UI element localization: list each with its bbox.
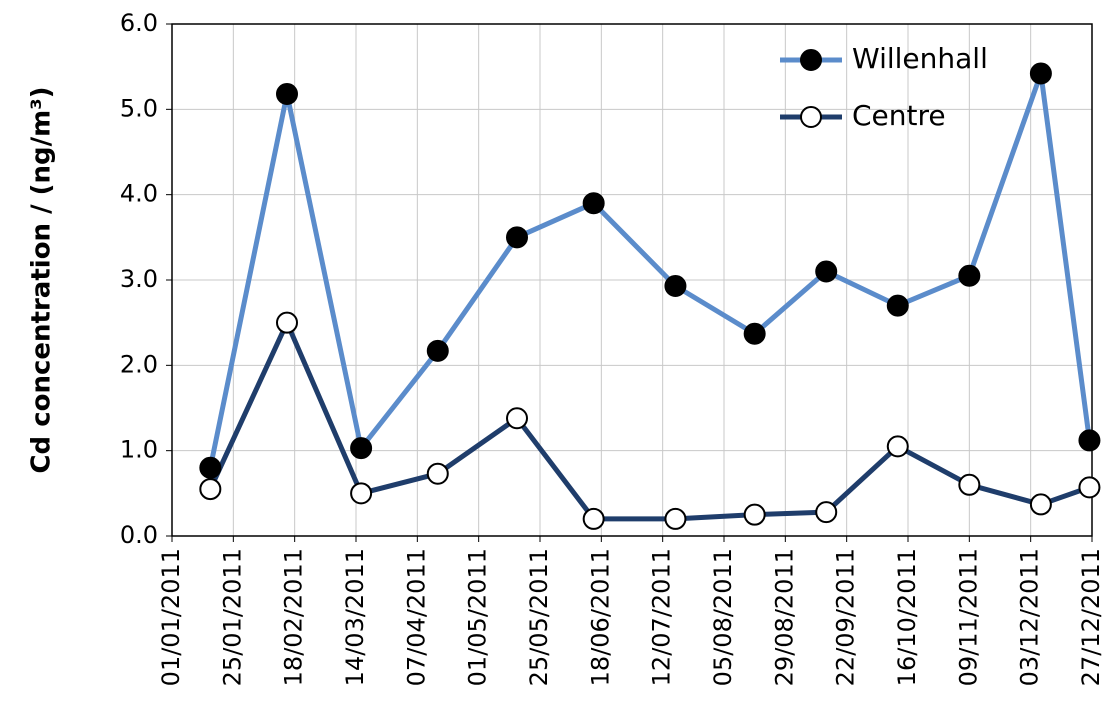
- data-point: [506, 226, 528, 249]
- x-tick-label: 05/08/2011: [709, 548, 737, 686]
- data-point: [664, 274, 687, 297]
- x-tick-label: 01/05/2011: [464, 548, 492, 686]
- y-tick-label: 6.0: [120, 9, 158, 37]
- x-tick-label: 16/10/2011: [893, 548, 921, 686]
- legend-label: Centre: [852, 99, 946, 132]
- data-point: [582, 192, 605, 215]
- data-point: [276, 82, 298, 105]
- legend-marker: [800, 106, 822, 128]
- y-tick-label: 3.0: [120, 265, 158, 293]
- x-tick-label: 27/12/2011: [1077, 548, 1105, 686]
- x-tick-label: 25/01/2011: [218, 548, 246, 686]
- x-tick-label: 03/12/2011: [1016, 548, 1044, 686]
- y-tick-label: 5.0: [120, 94, 158, 122]
- x-tick-label: 18/02/2011: [280, 548, 308, 686]
- data-point: [582, 507, 605, 530]
- x-tick-label: 25/05/2011: [525, 548, 553, 686]
- data-point: [743, 322, 766, 345]
- x-tick-label: 01/01/2011: [157, 548, 185, 686]
- data-point: [815, 501, 838, 524]
- data-point: [958, 264, 981, 287]
- data-point: [815, 260, 838, 283]
- legend-marker: [800, 49, 822, 71]
- x-tick-label: 09/11/2011: [954, 548, 982, 686]
- series-line: [207, 70, 1092, 469]
- data-point: [886, 294, 909, 317]
- x-tick-label: 07/04/2011: [402, 548, 430, 686]
- data-point: [1029, 62, 1052, 85]
- data-point: [276, 311, 298, 334]
- x-tick-label: 18/06/2011: [586, 548, 614, 686]
- data-point: [886, 435, 909, 458]
- x-tick-label: 22/09/2011: [832, 548, 860, 686]
- data-point: [743, 503, 766, 526]
- data-point: [426, 339, 449, 362]
- data-point: [350, 482, 373, 505]
- y-axis-title: Cd concentration / (ng/m³): [27, 86, 57, 473]
- data-point: [958, 473, 981, 496]
- x-tick-label: 14/03/2011: [341, 548, 369, 686]
- data-point: [664, 507, 687, 530]
- data-point: [426, 462, 449, 485]
- data-point: [1029, 493, 1052, 516]
- x-tick-label: 29/08/2011: [770, 548, 798, 686]
- y-tick-label: 4.0: [120, 180, 158, 208]
- legend-label: Willenhall: [852, 42, 988, 75]
- y-tick-label: 2.0: [120, 350, 158, 378]
- data-point: [1078, 476, 1101, 499]
- data-point: [350, 437, 373, 460]
- plot-frame: [171, 23, 1093, 537]
- data-point: [1078, 429, 1101, 452]
- data-point: [506, 407, 528, 430]
- y-tick-label: 0.0: [120, 521, 158, 549]
- y-tick-label: 1.0: [120, 436, 158, 464]
- x-tick-label: 12/07/2011: [648, 548, 676, 686]
- data-point: [199, 478, 222, 501]
- data-point: [199, 456, 222, 479]
